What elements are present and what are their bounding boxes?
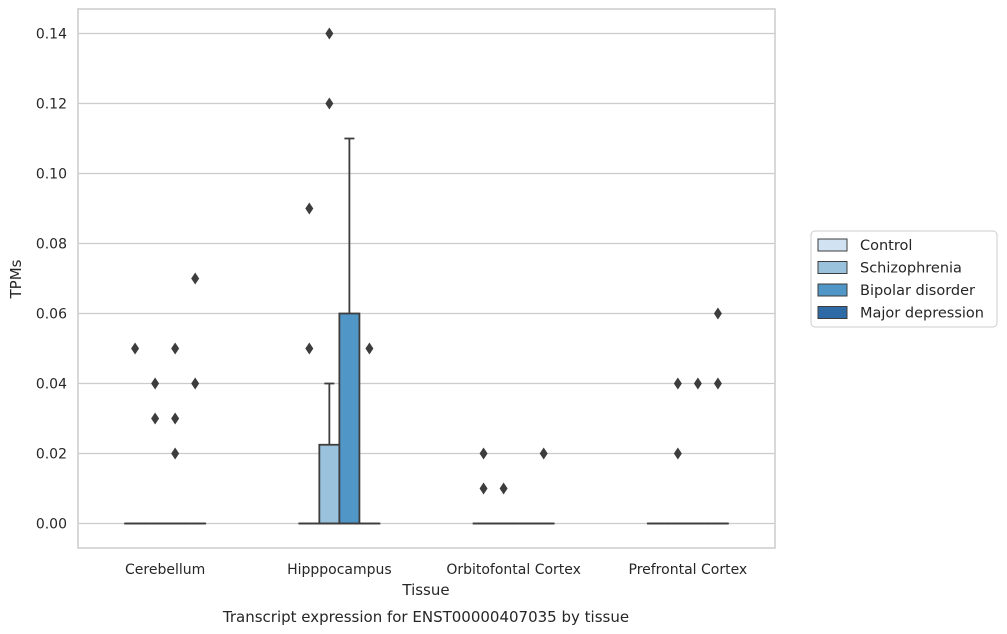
y-tick-label: 0.12 xyxy=(36,97,67,113)
plot-area-frame xyxy=(77,8,776,549)
box-series xyxy=(124,27,729,525)
outlier-point xyxy=(713,307,722,320)
box-1-0 xyxy=(298,202,321,525)
box-3-2 xyxy=(686,377,709,525)
box-0-2 xyxy=(164,342,187,525)
y-tick-label: 0.00 xyxy=(36,517,67,533)
outlier-point xyxy=(171,447,180,460)
outlier-point xyxy=(171,342,180,355)
legend: Control Schizophrenia Bipolar disorder Majo… xyxy=(810,230,998,328)
outlier-point xyxy=(305,202,314,215)
outlier-point xyxy=(305,342,314,355)
box-2-3 xyxy=(532,447,555,525)
outlier-point xyxy=(539,447,548,460)
box-body xyxy=(318,443,341,525)
box-0-0 xyxy=(124,342,146,525)
x-tick-label: Cerebellum xyxy=(125,562,205,578)
x-axis-label: Tissue xyxy=(401,581,449,599)
y-tick-label: 0.04 xyxy=(36,377,67,393)
legend-label: Schizophrenia xyxy=(860,261,962,277)
outlier-point xyxy=(673,377,682,390)
box-2-0 xyxy=(472,447,495,525)
y-tick-label: 0.10 xyxy=(36,167,67,183)
y-axis-label: TPMs xyxy=(7,259,25,299)
outlier-point xyxy=(151,377,160,390)
outlier-point xyxy=(325,27,334,40)
x-axis-ticks: Cerebellum Hipppocampus Orbitofontal Corte… xyxy=(125,562,747,578)
outlier-point xyxy=(191,272,200,285)
legend-label: Bipolar disorder xyxy=(860,283,975,299)
chart-caption: Transcript expression for ENST0000040703… xyxy=(222,608,629,626)
box-0-3 xyxy=(184,272,207,525)
x-tick-label: Prefrontal Cortex xyxy=(629,562,748,578)
outlier-point xyxy=(151,412,160,425)
outlier-point xyxy=(673,447,682,460)
y-tick-label: 0.14 xyxy=(36,27,67,43)
outlier-point xyxy=(499,482,508,495)
legend-swatch xyxy=(817,283,848,297)
outlier-point xyxy=(171,412,180,425)
outlier-point xyxy=(325,97,334,110)
box-1-2 xyxy=(338,137,361,525)
box-3-3 xyxy=(707,307,729,525)
legend-frame xyxy=(810,230,998,328)
gridlines xyxy=(78,32,775,525)
y-tick-label: 0.02 xyxy=(36,447,67,463)
y-tick-label: 0.06 xyxy=(36,307,67,323)
y-tick-label: 0.08 xyxy=(36,237,67,253)
outlier-point xyxy=(365,342,374,355)
outlier-point xyxy=(693,377,702,390)
legend-swatch xyxy=(817,261,848,274)
x-tick-label: Hipppocampus xyxy=(287,562,392,578)
legend-swatch xyxy=(817,306,848,319)
outlier-point xyxy=(713,377,722,390)
outlier-point xyxy=(479,482,488,495)
legend-label: Control xyxy=(860,238,912,254)
x-tick-label: Orbitofontal Cortex xyxy=(446,562,581,578)
box-1-3 xyxy=(358,342,381,525)
legend-label: Major depression xyxy=(860,306,984,322)
outlier-point xyxy=(191,377,200,390)
box-0-1 xyxy=(144,377,167,525)
box-body xyxy=(338,312,361,525)
box-2-1 xyxy=(492,482,515,525)
legend-swatch xyxy=(817,238,848,252)
box-1-1 xyxy=(318,27,341,525)
box-3-1 xyxy=(666,377,689,525)
y-axis-ticks: 0.00 0.02 0.04 0.06 0.08 0.10 0.12 0.14 xyxy=(36,27,67,533)
outlier-point xyxy=(479,447,488,460)
outlier-point xyxy=(131,342,140,355)
